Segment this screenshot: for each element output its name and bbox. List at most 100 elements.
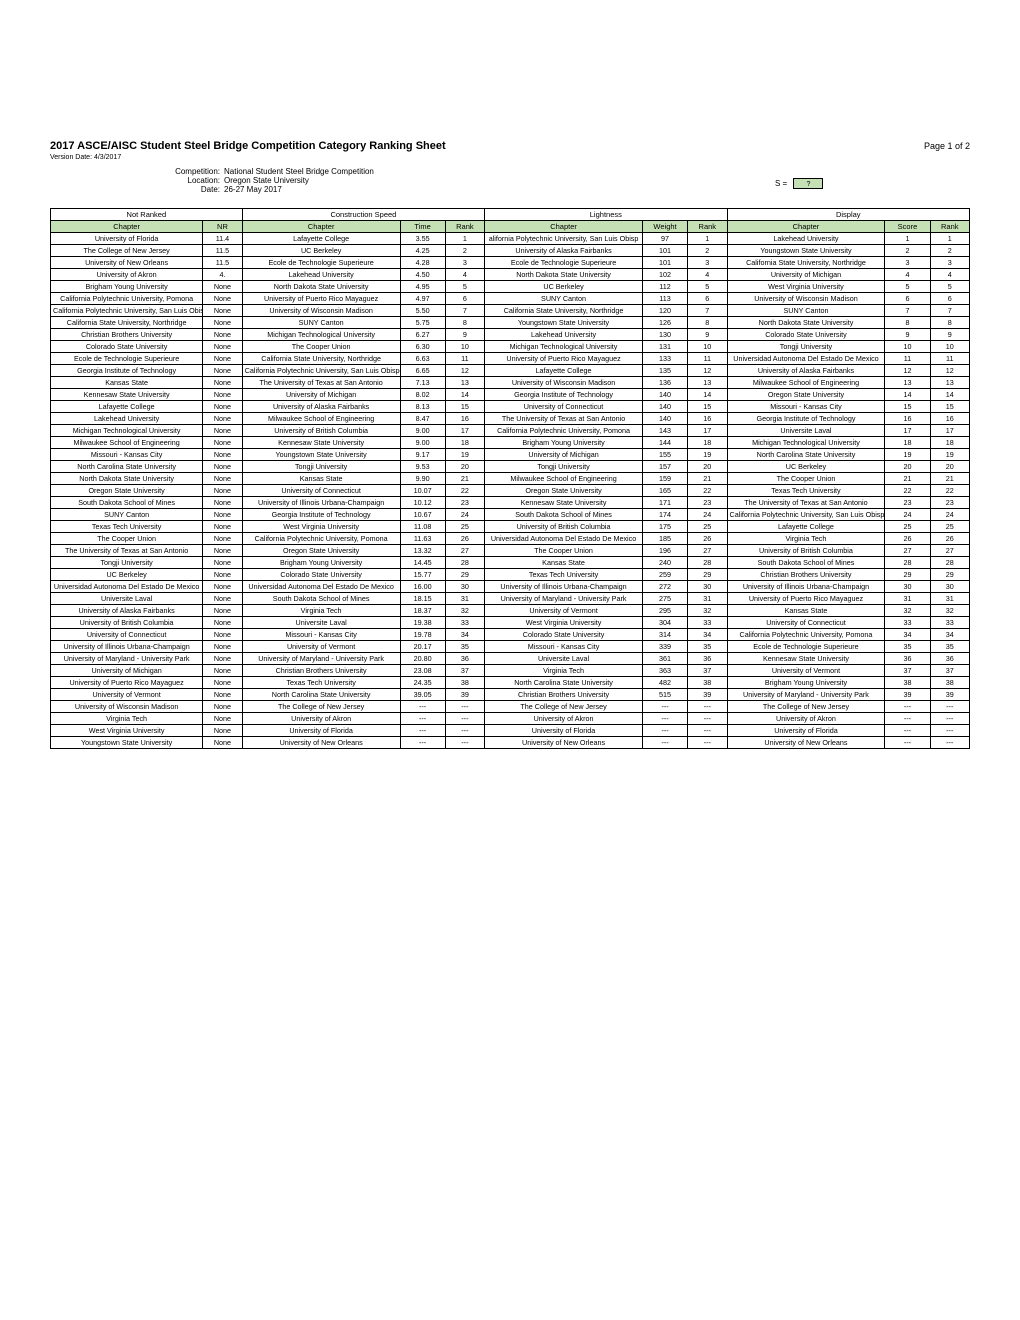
table-cell: UC Berkeley: [727, 461, 885, 473]
table-row: University of Akron4.Lakehead University…: [51, 269, 970, 281]
col-rank-cs: Rank: [445, 221, 484, 233]
table-cell: California Polytechnic University, Pomon…: [727, 629, 885, 641]
table-cell: 28: [445, 557, 484, 569]
table-cell: Ecole de Technologie Superieure: [51, 353, 203, 365]
table-cell: South Dakota School of Mines: [485, 509, 643, 521]
table-cell: 12: [445, 365, 484, 377]
table-row: University of Florida11.4Lafayette Colle…: [51, 233, 970, 245]
table-cell: 1: [885, 233, 930, 245]
table-cell: None: [203, 377, 242, 389]
table-cell: 37: [688, 665, 727, 677]
table-cell: Virginia Tech: [242, 605, 400, 617]
table-cell: 22: [445, 485, 484, 497]
table-cell: 3: [930, 257, 970, 269]
table-cell: 159: [642, 473, 687, 485]
table-cell: 15: [885, 401, 930, 413]
table-cell: 339: [642, 641, 687, 653]
table-cell: 29: [930, 569, 970, 581]
table-cell: 6.65: [400, 365, 445, 377]
group-not-ranked: Not Ranked: [51, 209, 243, 221]
table-cell: 21: [445, 473, 484, 485]
table-cell: Youngstown State University: [242, 449, 400, 461]
table-cell: 4.50: [400, 269, 445, 281]
table-cell: 20: [688, 461, 727, 473]
table-cell: California Polytechnic University, San L…: [242, 365, 400, 377]
table-cell: University of Maryland - University Park: [485, 593, 643, 605]
table-row: University of VermontNoneNorth Carolina …: [51, 689, 970, 701]
table-cell: 26: [445, 533, 484, 545]
table-cell: 35: [445, 641, 484, 653]
table-cell: 8.02: [400, 389, 445, 401]
location-label: Location:: [170, 176, 220, 185]
table-row: The University of Texas at San AntonioNo…: [51, 545, 970, 557]
table-cell: 26: [930, 533, 970, 545]
table-cell: Youngstown State University: [727, 245, 885, 257]
table-cell: ---: [688, 725, 727, 737]
table-cell: 19: [885, 449, 930, 461]
table-cell: ---: [688, 701, 727, 713]
table-cell: 29: [885, 569, 930, 581]
table-cell: ---: [885, 725, 930, 737]
table-cell: University of Alaska Fairbanks: [727, 365, 885, 377]
table-cell: 38: [688, 677, 727, 689]
table-cell: 36: [930, 653, 970, 665]
table-cell: 18.15: [400, 593, 445, 605]
table-cell: 6.27: [400, 329, 445, 341]
table-cell: 272: [642, 581, 687, 593]
meta-block: Competition: National Student Steel Brid…: [170, 167, 970, 194]
table-cell: 24: [885, 509, 930, 521]
col-nr: NR: [203, 221, 242, 233]
table-cell: Christian Brothers University: [727, 569, 885, 581]
table-cell: 19: [688, 449, 727, 461]
table-cell: ---: [688, 737, 727, 749]
table-cell: None: [203, 533, 242, 545]
table-cell: Universidad Autonoma Del Estado De Mexic…: [242, 581, 400, 593]
table-cell: Virginia Tech: [51, 713, 203, 725]
table-cell: The Cooper Union: [51, 533, 203, 545]
table-cell: 17: [885, 425, 930, 437]
table-cell: 11.63: [400, 533, 445, 545]
table-cell: University of New Orleans: [51, 257, 203, 269]
table-cell: 6: [885, 293, 930, 305]
table-cell: North Dakota State University: [485, 269, 643, 281]
table-cell: Milwaukee School of Engineering: [485, 473, 643, 485]
table-cell: None: [203, 389, 242, 401]
title-row: 2017 ASCE/AISC Student Steel Bridge Comp…: [50, 140, 970, 152]
table-cell: 11: [930, 353, 970, 365]
table-cell: Lakehead University: [51, 413, 203, 425]
table-cell: 133: [642, 353, 687, 365]
table-cell: University of Connecticut: [485, 401, 643, 413]
table-cell: None: [203, 485, 242, 497]
table-cell: 174: [642, 509, 687, 521]
group-construction-speed: Construction Speed: [242, 209, 484, 221]
table-cell: None: [203, 557, 242, 569]
table-cell: 17: [930, 425, 970, 437]
table-cell: Brigham Young University: [242, 557, 400, 569]
table-cell: 35: [885, 641, 930, 653]
table-cell: SUNY Canton: [485, 293, 643, 305]
table-cell: 9: [445, 329, 484, 341]
s-value-block: S = ?: [775, 178, 823, 189]
table-cell: None: [203, 365, 242, 377]
table-cell: The Cooper Union: [242, 341, 400, 353]
table-cell: ---: [400, 725, 445, 737]
table-cell: University of Florida: [242, 725, 400, 737]
table-cell: None: [203, 605, 242, 617]
table-cell: ---: [930, 701, 970, 713]
table-cell: California Polytechnic University, San L…: [51, 305, 203, 317]
table-cell: 5.75: [400, 317, 445, 329]
table-cell: Brigham Young University: [485, 437, 643, 449]
table-cell: 26: [885, 533, 930, 545]
table-cell: None: [203, 737, 242, 749]
table-cell: 20.17: [400, 641, 445, 653]
table-cell: Universite Laval: [727, 425, 885, 437]
table-cell: 11: [885, 353, 930, 365]
table-cell: Oregon State University: [727, 389, 885, 401]
group-lightness: Lightness: [485, 209, 727, 221]
table-cell: ---: [930, 713, 970, 725]
table-cell: 11.5: [203, 245, 242, 257]
table-cell: Universite Laval: [485, 653, 643, 665]
table-cell: 28: [688, 557, 727, 569]
table-cell: Christian Brothers University: [51, 329, 203, 341]
table-cell: 34: [930, 629, 970, 641]
